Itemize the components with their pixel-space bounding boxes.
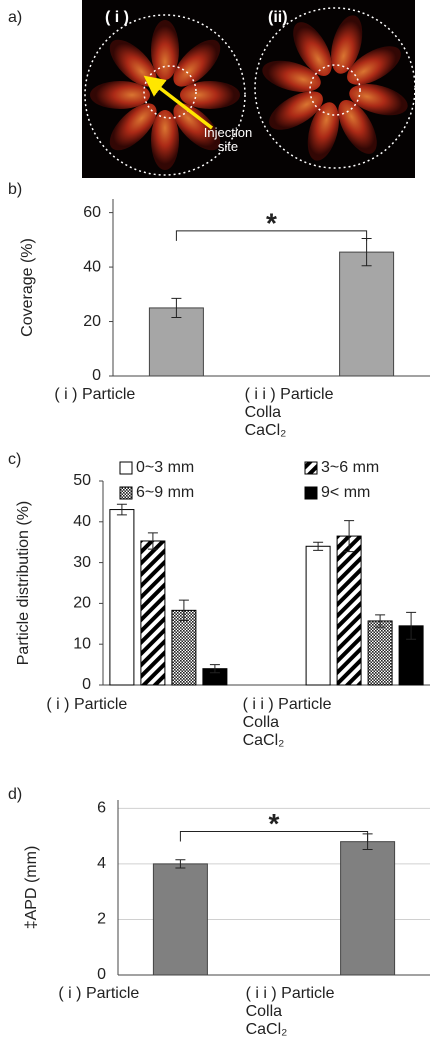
petal — [269, 91, 323, 130]
petal — [180, 81, 240, 109]
x-tick-label: ( i i ) Particle Colla CaCl₂ — [242, 696, 332, 749]
arrow — [143, 75, 214, 130]
y-tick-label: 50 — [73, 472, 91, 489]
y-tick-label: 0 — [97, 966, 106, 983]
y-tick-label: 40 — [83, 258, 101, 275]
error-bar — [147, 532, 158, 550]
petal — [109, 39, 157, 87]
bar — [148, 307, 204, 377]
petal — [90, 81, 150, 109]
flowers — [90, 15, 408, 170]
petal — [293, 22, 332, 76]
error-bar — [375, 614, 386, 628]
significance-mark: * — [269, 808, 280, 839]
petal — [307, 102, 339, 161]
y-axis-label: Coverage (%) — [19, 238, 36, 337]
significance-bracket — [179, 831, 369, 842]
bar — [367, 620, 393, 686]
x-tick-label: ( i i ) Particle Colla CaCl₂ — [244, 386, 334, 439]
legend-swatch — [119, 486, 133, 500]
legend-swatch — [304, 461, 318, 475]
legend-swatch — [304, 486, 318, 500]
panel-label: d) — [8, 786, 22, 803]
outer-circle — [254, 7, 416, 169]
bar — [109, 509, 135, 686]
legend-label: 6~9 mm — [136, 484, 194, 501]
bar — [140, 540, 166, 686]
error-bar — [175, 859, 186, 869]
error-bar — [313, 541, 324, 551]
error-bar — [209, 664, 220, 674]
legend-label: 3~6 mm — [321, 459, 379, 476]
bar — [171, 609, 197, 686]
y-tick-label: 20 — [83, 313, 101, 330]
inner-circle — [309, 64, 361, 116]
bar — [305, 545, 331, 686]
annotation: Injection site — [203, 125, 253, 154]
error-bar — [406, 611, 417, 640]
error-bar — [178, 599, 189, 622]
x-tick-label: ( i i ) Particle Colla CaCl₂ — [245, 985, 335, 1038]
y-tick-label: 2 — [97, 911, 106, 928]
y-tick-label: 30 — [73, 554, 91, 571]
x-tick-label: ( i ) Particle — [58, 985, 140, 1002]
petal — [173, 39, 221, 87]
error-bar — [116, 503, 127, 516]
x-tick-label: ( i ) Particle — [46, 696, 128, 713]
y-axis-label: ‡APD (mm) — [23, 846, 40, 930]
y-tick-label: 20 — [73, 595, 91, 612]
y-tick-label: 60 — [83, 204, 101, 221]
significance-mark: * — [266, 207, 277, 238]
bar — [398, 625, 424, 686]
outer-circle — [84, 14, 246, 176]
y-tick-label: 6 — [97, 800, 106, 817]
petal — [151, 20, 179, 80]
petal — [331, 15, 363, 74]
petal — [262, 60, 321, 92]
y-tick-label: 0 — [82, 676, 91, 693]
legend-label: 9< mm — [321, 484, 370, 501]
x-tick-label: ( i ) Particle — [54, 386, 136, 403]
y-axis-label: Particle distribution (%) — [15, 501, 32, 666]
bar — [339, 251, 395, 377]
legend-label: 0~3 mm — [136, 459, 194, 476]
bar — [152, 863, 208, 976]
y-tick-label: 4 — [97, 855, 106, 872]
petal — [173, 103, 221, 151]
image-label: ( i ) — [105, 9, 129, 26]
petal — [109, 103, 157, 151]
panel-label: b) — [8, 181, 22, 198]
y-tick-label: 40 — [73, 513, 91, 530]
bar — [336, 535, 362, 686]
petal — [349, 84, 408, 116]
image-label: (ii) — [268, 9, 288, 26]
panel-label: a) — [8, 9, 22, 26]
legend-swatch — [119, 461, 133, 475]
petal — [347, 46, 401, 85]
significance-bracket — [175, 230, 368, 241]
petal — [338, 100, 377, 154]
panel-label: c) — [8, 451, 21, 468]
error-bar — [171, 297, 182, 318]
y-tick-label: 10 — [73, 635, 91, 652]
petal — [151, 110, 179, 170]
y-tick-label: 0 — [92, 367, 101, 384]
bar — [340, 841, 396, 976]
error-bar — [344, 520, 355, 553]
